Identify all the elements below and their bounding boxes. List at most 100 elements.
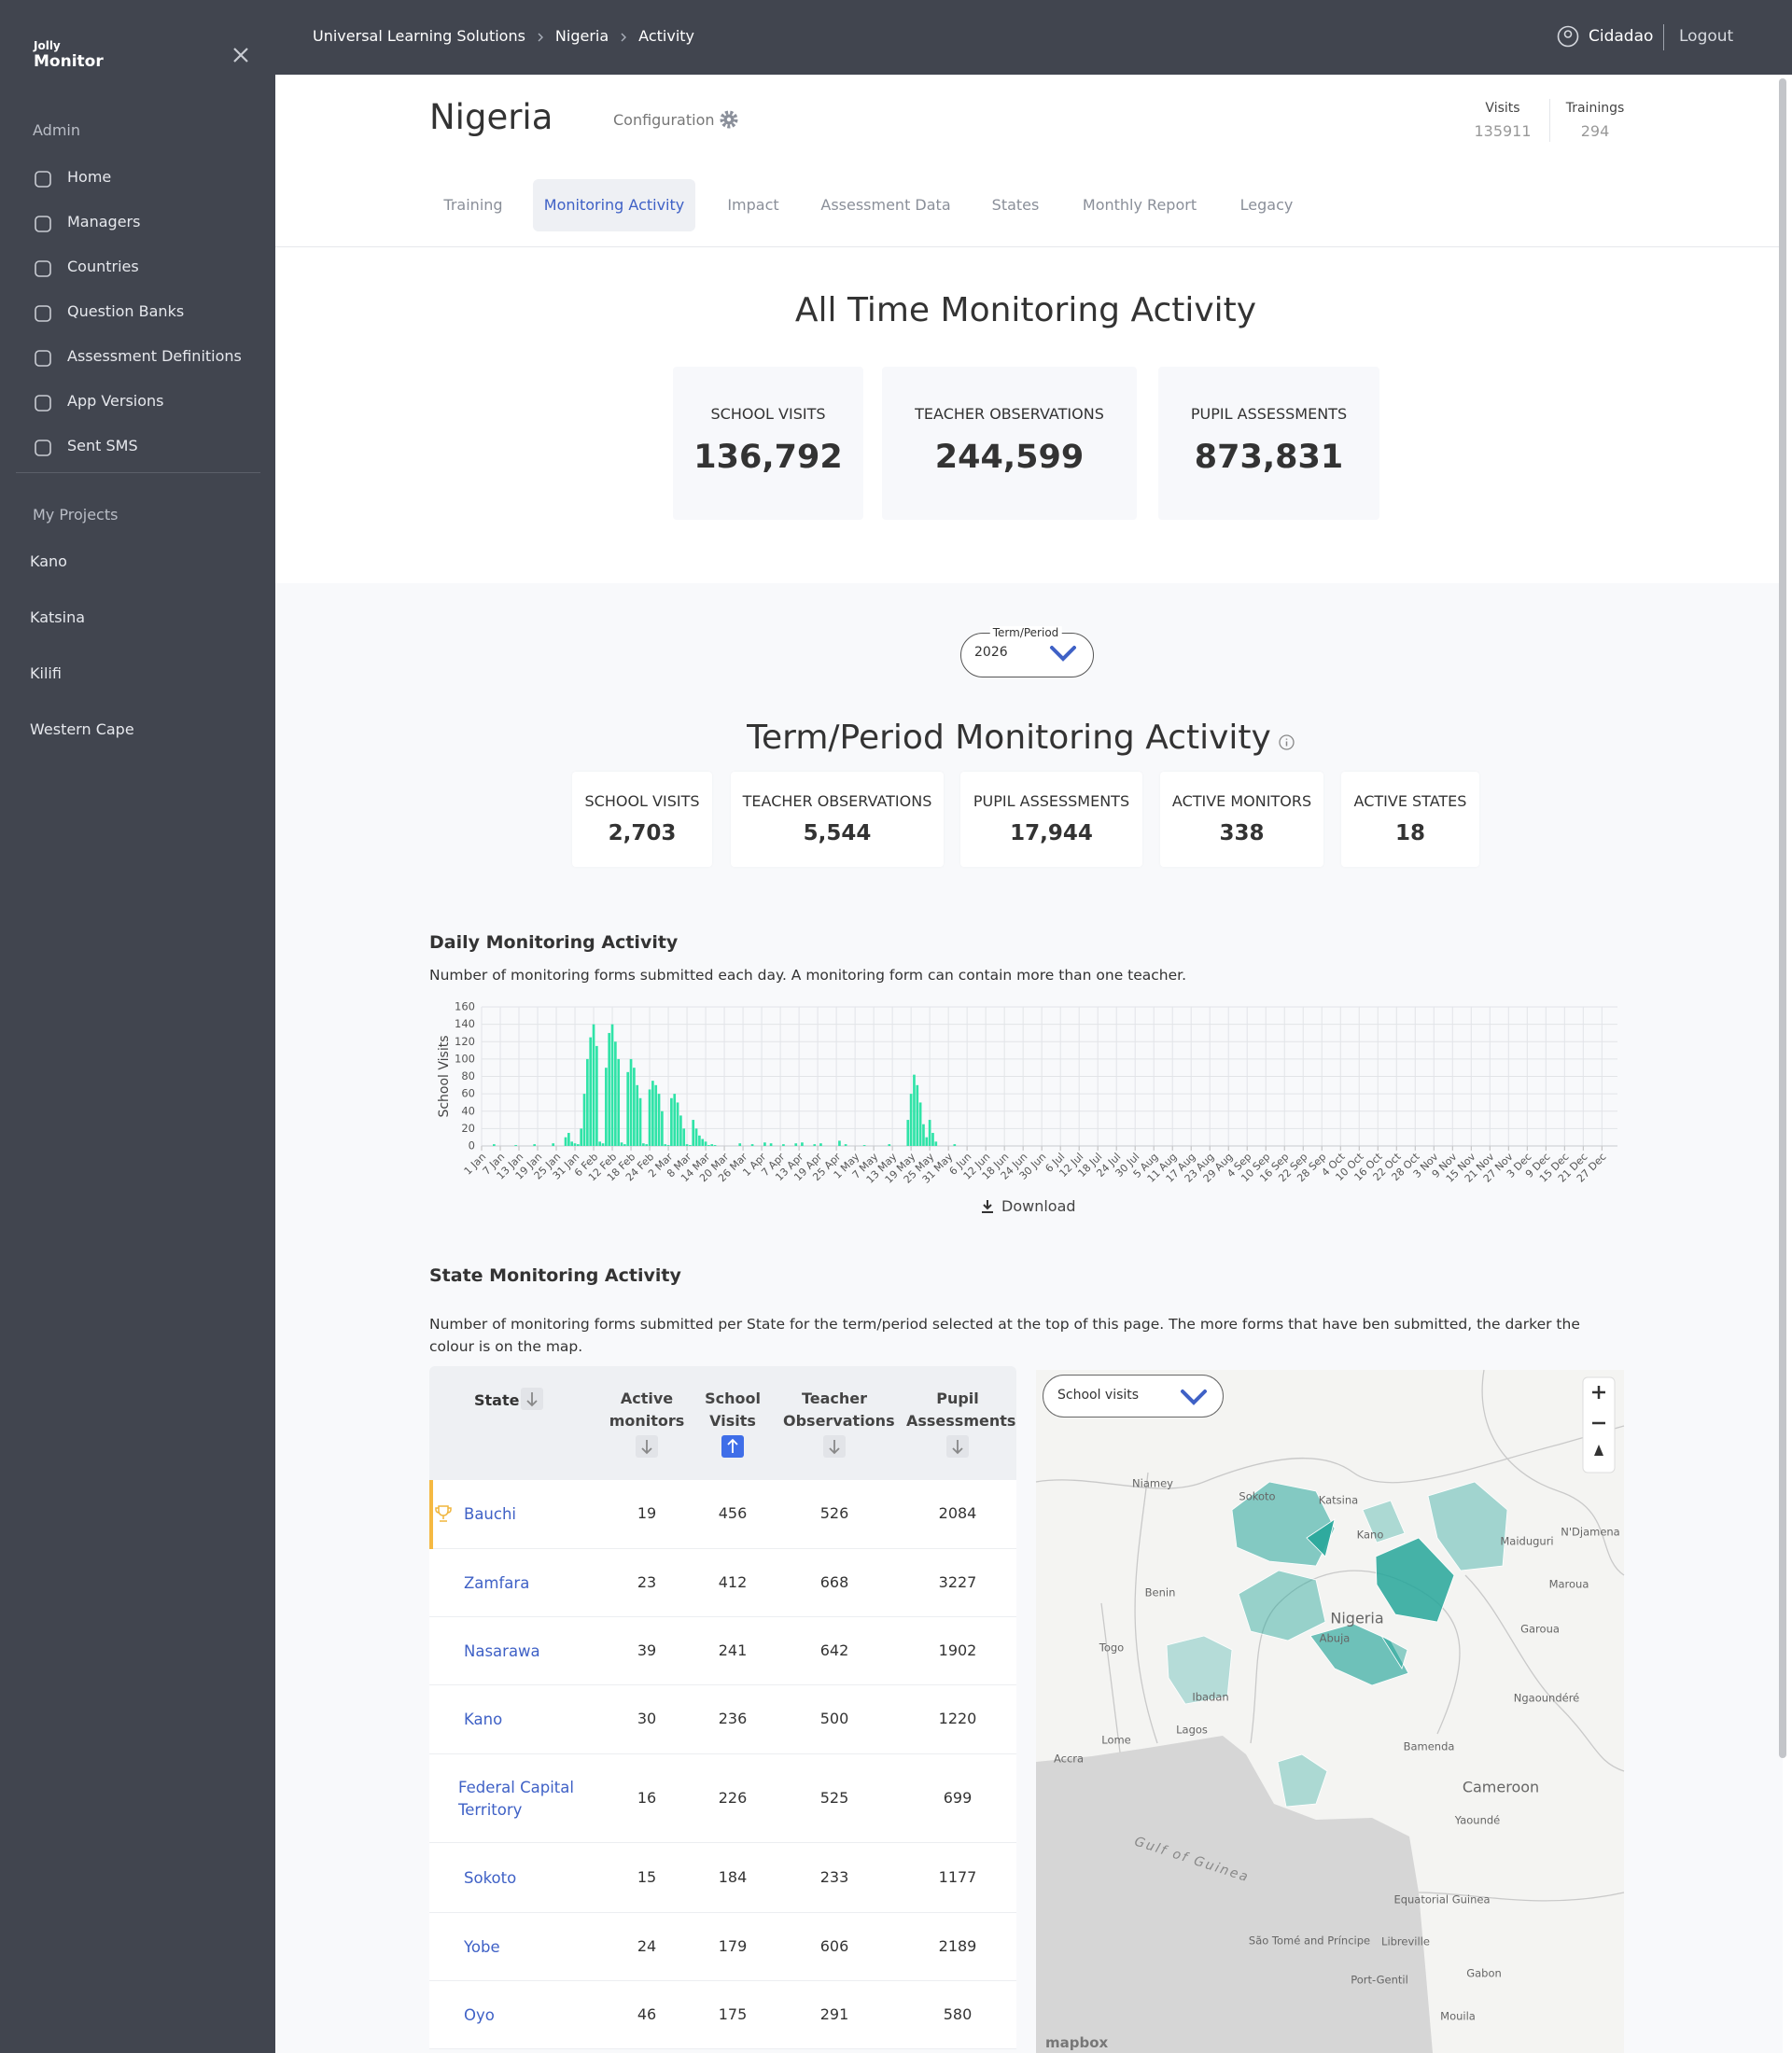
nav-item[interactable]: Managers bbox=[67, 213, 141, 230]
nav-item[interactable]: Sent SMS bbox=[67, 437, 138, 454]
map-label: Yaoundé bbox=[1454, 1814, 1500, 1827]
map-region bbox=[1306, 1518, 1336, 1557]
bar bbox=[617, 1058, 621, 1146]
map-label: Maroua bbox=[1549, 1578, 1589, 1591]
breadcrumb-chevron bbox=[621, 33, 627, 42]
stat-card bbox=[1341, 772, 1479, 867]
state-link[interactable]: Bauchi bbox=[464, 1505, 517, 1523]
nav-item[interactable]: App Versions bbox=[67, 392, 164, 410]
table-cell: 179 bbox=[718, 1936, 748, 1955]
logout[interactable]: Logout bbox=[1679, 27, 1734, 46]
column-header[interactable]: School Visits bbox=[705, 1390, 761, 1430]
selector-label: Term/Period bbox=[989, 626, 1062, 639]
project-item[interactable]: Western Cape bbox=[30, 720, 134, 738]
nav-item[interactable]: Question Banks bbox=[67, 302, 185, 320]
sort-button bbox=[823, 1435, 846, 1458]
nav-item[interactable]: Home bbox=[67, 168, 112, 186]
y-tick-label: 0 bbox=[469, 1139, 475, 1152]
user-name[interactable]: Cidadao bbox=[1589, 27, 1654, 46]
tab[interactable]: Training bbox=[443, 196, 503, 214]
state-link[interactable]: Oyo bbox=[464, 2005, 495, 2024]
nav-item[interactable]: Countries bbox=[67, 258, 139, 275]
tab[interactable]: Monthly Report bbox=[1082, 196, 1197, 214]
breadcrumb[interactable]: Nigeria bbox=[554, 27, 609, 45]
state-link[interactable]: Federal Capital Territory bbox=[458, 1778, 574, 1819]
stat-card-value: 5,544 bbox=[803, 821, 872, 845]
stat-card-label: TEACHER OBSERVATIONS bbox=[742, 792, 932, 810]
bar bbox=[580, 1128, 583, 1146]
column-header[interactable]: Active monitors bbox=[609, 1390, 685, 1430]
zoom-in bbox=[1592, 1386, 1605, 1399]
bar bbox=[592, 1024, 595, 1146]
tab[interactable]: Assessment Data bbox=[820, 196, 951, 214]
state-link[interactable]: Nasarawa bbox=[464, 1641, 540, 1660]
table-row bbox=[429, 1981, 1016, 2049]
bar bbox=[605, 1068, 608, 1146]
bar bbox=[813, 1144, 817, 1146]
bar bbox=[794, 1143, 798, 1146]
tab[interactable]: Legacy bbox=[1239, 196, 1294, 214]
top-bar bbox=[275, 0, 1792, 75]
map-select[interactable] bbox=[1043, 1375, 1224, 1418]
map-border bbox=[1418, 1892, 1625, 1902]
bar bbox=[769, 1143, 773, 1146]
row-highlight bbox=[429, 1480, 433, 1549]
trophy-icon bbox=[435, 1505, 452, 1522]
breadcrumb[interactable]: Universal Learning Solutions bbox=[313, 27, 525, 45]
project-item[interactable]: Kano bbox=[30, 552, 67, 570]
chart-subtitle: Number of monitoring forms submitted eac… bbox=[429, 967, 1187, 984]
y-tick-label: 80 bbox=[461, 1069, 475, 1082]
state-link[interactable]: Kano bbox=[464, 1711, 503, 1728]
bar bbox=[682, 1128, 686, 1146]
term-selector[interactable] bbox=[960, 633, 1094, 677]
tab[interactable]: States bbox=[991, 196, 1040, 214]
bar bbox=[782, 1144, 785, 1146]
bar bbox=[906, 1120, 910, 1146]
tab[interactable]: Impact bbox=[727, 196, 779, 214]
download[interactable]: Download bbox=[1001, 1197, 1076, 1215]
bar bbox=[598, 1141, 602, 1146]
stat-card bbox=[1158, 367, 1379, 520]
tab[interactable]: Monitoring Activity bbox=[543, 196, 685, 214]
table-header bbox=[429, 1366, 1016, 1480]
bar bbox=[514, 1145, 518, 1146]
breadcrumb[interactable]: Activity bbox=[638, 27, 695, 45]
configuration[interactable]: Configuration bbox=[613, 111, 715, 129]
column-header[interactable]: Pupil Assessments bbox=[906, 1390, 1016, 1430]
nav-icon bbox=[35, 440, 51, 456]
chevron bbox=[621, 33, 627, 42]
map-label: Equatorial Guinea bbox=[1393, 1893, 1490, 1906]
map-label: Libreville bbox=[1381, 1935, 1430, 1948]
bar bbox=[909, 1094, 913, 1146]
nav-item[interactable]: Assessment Definitions bbox=[67, 347, 242, 365]
y-tick-label: 20 bbox=[461, 1122, 475, 1135]
y-tick-label: 40 bbox=[461, 1104, 475, 1117]
stat-card-label: SCHOOL VISITS bbox=[584, 792, 700, 810]
state-link[interactable]: Sokoto bbox=[464, 1868, 517, 1887]
column-header[interactable]: Teacher Observations bbox=[783, 1390, 895, 1430]
sort-arrow bbox=[641, 1440, 652, 1455]
stat-label: Visits bbox=[1485, 101, 1520, 116]
state-link[interactable]: Zamfara bbox=[464, 1573, 530, 1592]
column-header[interactable]: State bbox=[474, 1391, 520, 1409]
bar bbox=[582, 1094, 586, 1146]
table-cell: 19 bbox=[637, 1504, 657, 1522]
project-item[interactable]: Katsina bbox=[30, 608, 86, 626]
chevron bbox=[1181, 1390, 1207, 1405]
map-select-value: School visits bbox=[1057, 1388, 1140, 1403]
project-item[interactable]: Kilifi bbox=[30, 664, 62, 682]
bar bbox=[713, 1145, 717, 1146]
bar bbox=[636, 1084, 639, 1146]
brand-top: Jolly bbox=[34, 39, 61, 52]
map-border bbox=[1464, 1574, 1625, 1772]
state-link[interactable]: Yobe bbox=[464, 1937, 500, 1956]
table-row bbox=[429, 1617, 1016, 1685]
nav-icon bbox=[35, 260, 51, 277]
stat-card bbox=[731, 772, 944, 867]
table-cell: 1220 bbox=[938, 1710, 977, 1727]
section-label: Admin bbox=[33, 121, 80, 139]
active-tab-bg bbox=[533, 179, 695, 231]
bar bbox=[614, 1041, 617, 1146]
stat-card bbox=[572, 772, 712, 867]
